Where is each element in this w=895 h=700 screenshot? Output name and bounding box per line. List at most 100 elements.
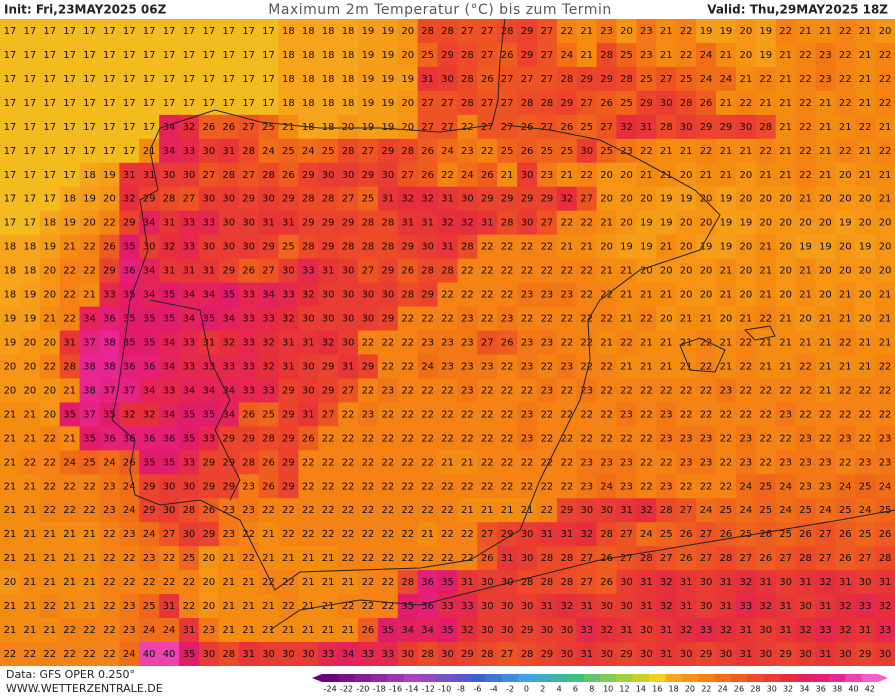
temp-value: 28 (521, 98, 534, 109)
temp-value: 35 (63, 409, 76, 420)
temp-value: 19 (23, 314, 36, 325)
temp-value: 33 (242, 338, 255, 349)
temp-cell (735, 210, 757, 236)
temp-cell (377, 474, 399, 499)
temp-cell (238, 186, 260, 212)
temp-cell (636, 330, 657, 355)
temp-value: 26 (481, 170, 494, 181)
temp-value: 23 (123, 529, 136, 540)
temp-value: 32 (560, 194, 573, 205)
temp-value: 19 (759, 26, 772, 37)
temp-cell (457, 618, 478, 643)
temp-cell (815, 474, 836, 499)
temp-value: 17 (4, 26, 17, 37)
temp-value: 34 (222, 385, 235, 396)
temp-cell (497, 258, 518, 284)
temp-cell (556, 354, 578, 379)
temp-value: 30 (620, 577, 633, 588)
temp-value: 30 (362, 290, 375, 301)
temp-cell (716, 42, 737, 68)
temp-value: 31 (560, 529, 573, 540)
temp-value: 32 (839, 601, 852, 612)
temp-value: 22 (63, 649, 76, 660)
temp-cell (716, 234, 737, 260)
temp-cell (835, 42, 856, 68)
temp-cell (338, 642, 359, 667)
temp-value: 20 (839, 170, 852, 181)
temp-value: 35 (202, 314, 215, 325)
temp-cell (79, 594, 100, 619)
temp-value: 29 (720, 122, 733, 133)
temp-value: 17 (143, 26, 156, 37)
temp-cell (477, 19, 498, 44)
temp-cell (79, 522, 100, 547)
temp-value: 25 (322, 146, 335, 157)
temp-cell (39, 114, 61, 140)
temp-value: 22 (103, 649, 116, 660)
temp-cell (417, 642, 439, 667)
temp-cell (19, 378, 41, 403)
temp-cell (656, 330, 677, 355)
temp-value: 22 (441, 385, 454, 396)
temp-cell (417, 570, 439, 595)
temp-value: 31 (640, 577, 653, 588)
temp-cell (596, 210, 618, 236)
temp-cell (119, 450, 140, 475)
temp-value: 30 (600, 601, 613, 612)
temp-value: 21 (23, 577, 36, 588)
colorbar-segment (632, 674, 650, 682)
temp-value: 22 (779, 385, 792, 396)
temp-cell (735, 306, 757, 332)
temp-value: 21 (620, 266, 633, 277)
temp-cell (716, 306, 737, 332)
temp-cell (0, 282, 21, 308)
colorbar-segment (616, 674, 634, 682)
temp-cell (596, 90, 618, 116)
temp-cell (875, 618, 895, 643)
temp-value: 25 (262, 122, 275, 133)
temp-cell (159, 594, 180, 619)
temp-cell (795, 474, 816, 499)
colorbar-label: -24 (324, 685, 337, 694)
temp-cell (278, 618, 299, 643)
temp-value: 21 (779, 361, 792, 372)
temp-value: 22 (43, 601, 56, 612)
temp-value: 29 (521, 625, 534, 636)
temp-cell (676, 378, 697, 403)
temp-value: 29 (202, 529, 215, 540)
temp-value: 25 (282, 242, 295, 253)
temp-cell (835, 306, 856, 332)
colorbar-label: -10 (438, 685, 451, 694)
temp-value: 31 (202, 338, 215, 349)
temp-cell (775, 42, 797, 68)
temp-value: 20 (23, 385, 36, 396)
temp-value: 31 (501, 553, 514, 564)
temp-value: 17 (202, 50, 215, 61)
temp-cell (139, 546, 160, 571)
temp-value: 18 (282, 26, 295, 37)
temp-value: 22 (282, 505, 295, 516)
temp-cell (576, 258, 598, 284)
temp-cell (477, 162, 498, 188)
temp-value: 23 (560, 361, 573, 372)
temp-cell (775, 66, 797, 92)
temp-value: 28 (262, 433, 275, 444)
temp-cell (835, 618, 856, 643)
temp-value: 19 (103, 170, 116, 181)
temp-cell (556, 42, 578, 68)
temp-cell (815, 114, 836, 140)
temp-value: 22 (401, 481, 414, 492)
temp-cell (338, 594, 359, 619)
temp-value: 27 (819, 529, 832, 540)
temp-value: 31 (541, 601, 554, 612)
temp-value: 30 (381, 170, 394, 181)
temp-value: 33 (242, 290, 255, 301)
temp-value: 22 (501, 457, 514, 468)
temp-value: 21 (660, 242, 673, 253)
temp-value: 20 (859, 194, 872, 205)
temp-cell (656, 234, 677, 260)
temp-value: 21 (242, 601, 255, 612)
temp-cell (537, 138, 558, 164)
temp-value: 22 (799, 146, 812, 157)
temp-cell (278, 282, 299, 308)
